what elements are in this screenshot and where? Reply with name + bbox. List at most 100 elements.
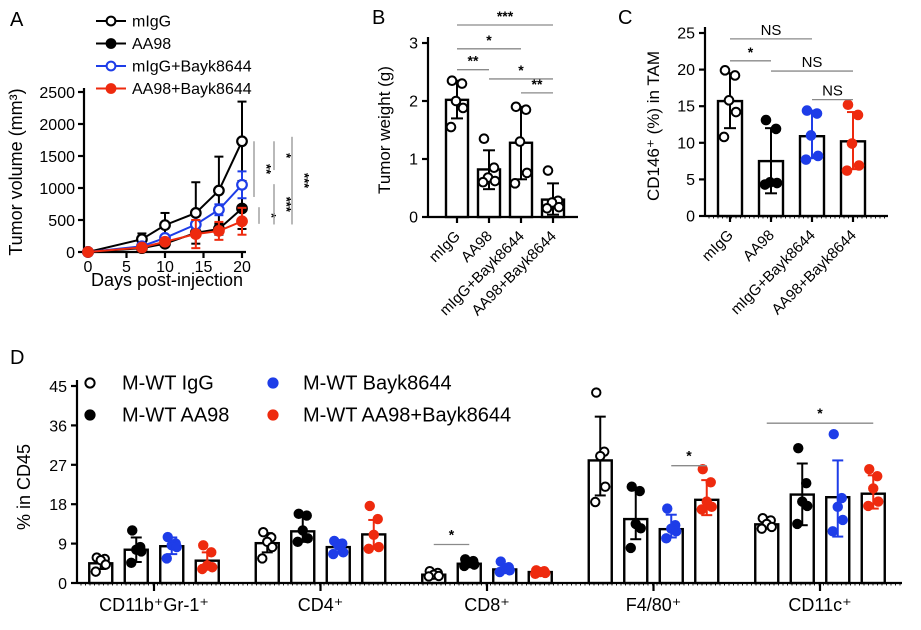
- panel-letter-a: A: [10, 9, 24, 31]
- data-point: [423, 571, 434, 582]
- data-point: [868, 483, 879, 494]
- data-point: [236, 178, 248, 191]
- data-point: [189, 207, 202, 219]
- data-point: [267, 541, 278, 553]
- data-point: [836, 492, 847, 504]
- data-point: [212, 184, 225, 197]
- data-point: [771, 177, 783, 189]
- data-point: [338, 547, 349, 558]
- data-point: [837, 514, 848, 526]
- data-point: [258, 527, 269, 538]
- data-point: [159, 219, 171, 232]
- y-tick-label: 25: [677, 26, 695, 43]
- data-point: [162, 531, 173, 543]
- data-point: [671, 526, 682, 537]
- data-point: [198, 540, 209, 551]
- d-group-label: CD8⁺: [464, 595, 510, 615]
- y-tick-label: 2: [409, 94, 418, 111]
- sig-label: ***: [497, 8, 514, 24]
- data-point: [510, 101, 522, 113]
- data-point: [364, 500, 375, 512]
- data-point: [189, 228, 202, 240]
- a-x-tick-label: 15: [195, 259, 213, 276]
- data-point: [706, 501, 717, 513]
- data-point: [802, 500, 813, 512]
- legend-label: M-WT Bayk8644: [303, 373, 452, 395]
- y-tick-label: 15: [677, 99, 695, 116]
- y-tick-label: 10: [677, 135, 695, 152]
- data-point: [520, 104, 532, 115]
- data-point: [553, 201, 565, 213]
- a-x-axis-label: Days post-injection: [91, 270, 243, 290]
- data-point: [864, 463, 875, 475]
- panel-letter-b: B: [372, 7, 385, 29]
- data-point: [793, 442, 804, 454]
- data-point: [521, 167, 533, 179]
- y-axis-label: Tumor weight (g): [375, 66, 394, 194]
- data-point: [445, 121, 457, 133]
- d-y-tick-label: 9: [58, 537, 67, 554]
- legend-marker: [267, 377, 279, 389]
- data-point: [719, 65, 731, 76]
- a-y-tick-label: 500: [48, 213, 75, 230]
- data-point: [494, 566, 505, 578]
- data-point: [504, 565, 515, 576]
- data-point: [827, 526, 838, 537]
- data-point: [801, 477, 812, 489]
- data-point: [759, 179, 771, 190]
- data-point: [705, 477, 716, 488]
- y-tick-label: 0: [686, 209, 695, 226]
- legend-marker: [84, 409, 96, 421]
- data-point: [373, 541, 384, 553]
- legend-label: mIgG+Bayk8644: [132, 59, 252, 76]
- legend-label: M-WT IgG: [122, 373, 214, 395]
- a-y-tick-label: 0: [66, 245, 75, 262]
- data-point: [509, 178, 521, 189]
- data-point: [257, 553, 268, 564]
- y-tick-label: 20: [677, 62, 695, 79]
- data-point: [766, 521, 777, 533]
- legend-label: AA98: [132, 36, 171, 53]
- d-y-tick-label: 36: [49, 418, 67, 435]
- legend-label: M-WT AA98: [122, 405, 229, 427]
- legend-marker: [105, 83, 117, 94]
- data-point: [697, 463, 708, 475]
- data-point: [126, 557, 137, 569]
- data-point: [540, 567, 551, 579]
- data-point: [828, 428, 839, 440]
- a-y-tick-label: 1500: [39, 149, 75, 166]
- data-point: [541, 203, 553, 214]
- legend-marker: [105, 38, 117, 49]
- data-point: [514, 136, 526, 147]
- data-point: [846, 138, 858, 149]
- sig-label: NS: [822, 83, 843, 100]
- data-point: [792, 518, 803, 530]
- data-point: [333, 540, 344, 551]
- data-point: [718, 131, 730, 143]
- a-x-tick-label: 5: [122, 259, 131, 276]
- data-point: [450, 95, 462, 107]
- data-point: [207, 562, 218, 573]
- data-point: [770, 123, 782, 135]
- a-y-axis-label: Tumor volume (mm³): [6, 88, 26, 255]
- a-y-tick-label: 2000: [39, 117, 75, 134]
- data-point: [696, 504, 707, 515]
- data-point: [635, 523, 646, 534]
- data-point: [236, 215, 248, 228]
- d-group-label: F4/80⁺: [626, 595, 682, 615]
- data-point: [872, 470, 883, 482]
- legend-marker: [105, 15, 117, 27]
- legend-label: mIgG: [132, 14, 171, 31]
- x-category-label: mIgG: [426, 228, 464, 266]
- data-point: [853, 160, 865, 171]
- data-point: [852, 109, 864, 121]
- d-group-label: CD4⁺: [298, 595, 344, 615]
- panel-letter-d: D: [10, 347, 24, 369]
- legend-label: AA98+Bayk8644: [132, 81, 252, 98]
- data-point: [159, 235, 171, 248]
- data-point: [297, 525, 308, 536]
- data-point: [756, 523, 767, 534]
- data-point: [873, 496, 884, 507]
- data-point: [456, 78, 468, 89]
